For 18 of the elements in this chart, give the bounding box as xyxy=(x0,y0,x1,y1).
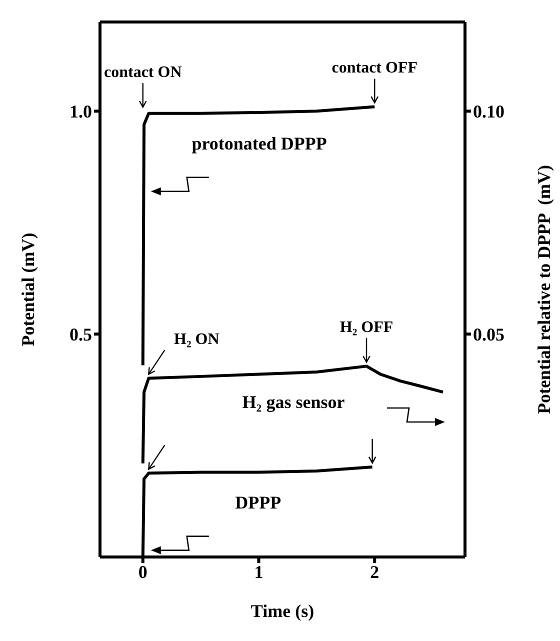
series-label: DPPP xyxy=(235,492,282,512)
y2-tick-label: 0.10 xyxy=(473,102,504,122)
line-series xyxy=(141,364,444,465)
y2-tick-label: 0.05 xyxy=(473,324,504,344)
x-tick-label: 2 xyxy=(370,562,380,582)
y-axis-title: Potential (mV) xyxy=(18,232,38,346)
y2-axis-title: Potential relative to DPPP (mV) xyxy=(534,164,554,414)
x-tick-label: 0 xyxy=(138,562,148,582)
series-label: protonated DPPP xyxy=(192,133,327,154)
annotation: contact ON xyxy=(104,64,182,82)
annotation: H₂ ON xyxy=(174,331,220,348)
y-tick-label: 0.5 xyxy=(70,324,92,344)
annotation: H₂ OFF xyxy=(340,319,394,336)
series-label: H₂ gas sensor xyxy=(242,392,345,412)
x-axis-title: Time (s) xyxy=(250,601,314,621)
annotation: contact OFF xyxy=(332,60,418,77)
x-tick-label: 1 xyxy=(254,562,264,582)
y-tick-label: 1.0 xyxy=(70,102,92,122)
